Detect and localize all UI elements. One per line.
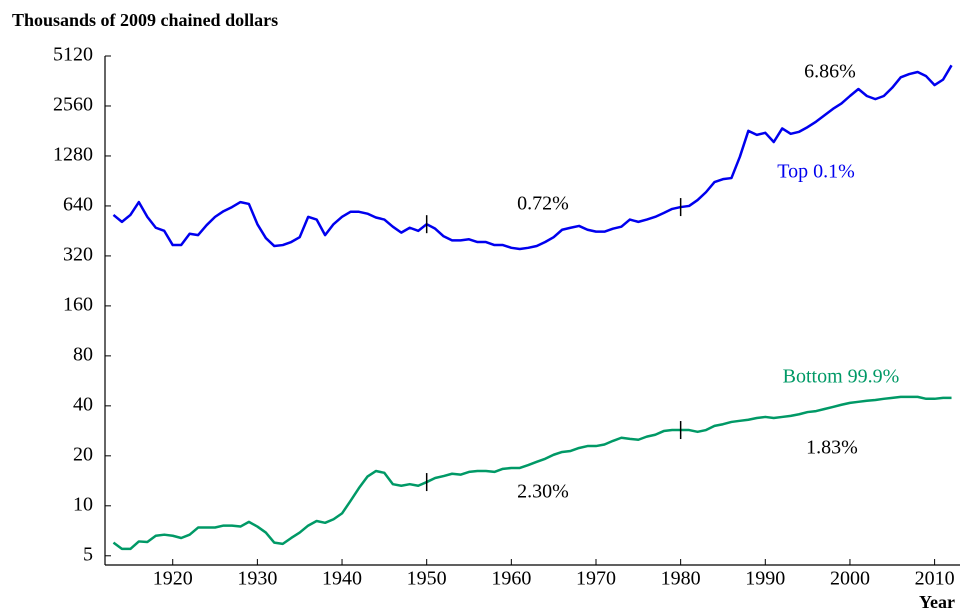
y-tick-label: 1280 — [53, 144, 93, 166]
annotation: 2.30% — [517, 481, 569, 503]
chart-title: Thousands of 2009 chained dollars — [12, 10, 278, 30]
y-tick-label: 10 — [73, 493, 93, 515]
y-tick-label: 80 — [73, 343, 93, 365]
x-tick-label: 1980 — [661, 568, 701, 590]
x-tick-label: 1960 — [491, 568, 531, 590]
x-axis-label: Year — [919, 592, 955, 612]
y-tick-label: 2560 — [53, 94, 93, 116]
x-tick-label: 1970 — [576, 568, 616, 590]
annotation: 0.72% — [517, 193, 569, 215]
x-tick-label: 1990 — [745, 568, 785, 590]
y-tick-label: 5120 — [53, 44, 93, 66]
series-line — [112, 64, 953, 251]
x-tick-label: 1950 — [407, 568, 447, 590]
annotation: 1.83% — [806, 437, 858, 459]
x-tick-label: 2010 — [915, 568, 955, 590]
annotation: 6.86% — [804, 61, 856, 83]
y-tick-label: 160 — [63, 293, 93, 315]
series-line — [112, 395, 952, 551]
y-tick-label: 320 — [63, 244, 93, 266]
y-tick-label: 40 — [73, 393, 93, 415]
series-label: Top 0.1% — [777, 161, 854, 183]
x-tick-label: 1920 — [153, 568, 193, 590]
y-tick-label: 5 — [83, 543, 93, 565]
x-tick-label: 1930 — [237, 568, 277, 590]
x-tick-label: 2000 — [830, 568, 870, 590]
x-tick-label: 1940 — [322, 568, 362, 590]
series-label: Bottom 99.9% — [783, 366, 900, 388]
y-tick-label: 20 — [73, 443, 93, 465]
y-tick-label: 640 — [63, 194, 93, 216]
